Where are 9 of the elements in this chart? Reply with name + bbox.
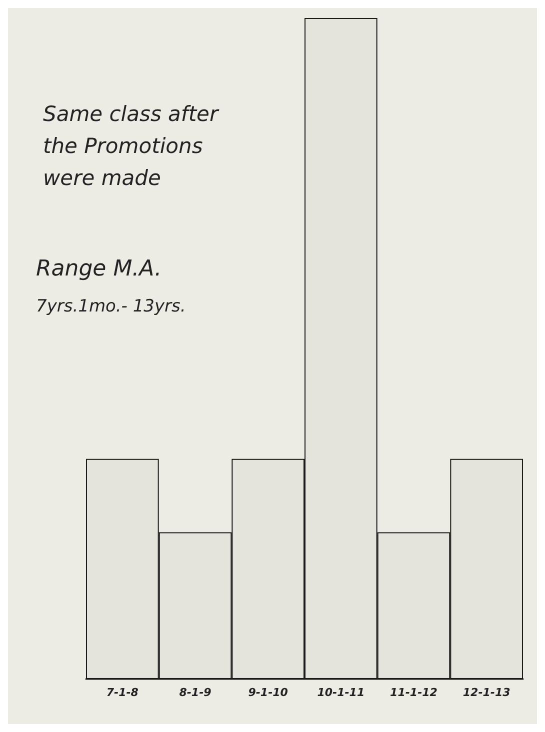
text: Same class after the Promotions were made: [43, 102, 225, 190]
x-tick-label: 10-1-11: [317, 686, 365, 699]
x-tick-label: 8-1-9: [179, 686, 212, 699]
annotation: Range M.A.: [36, 256, 162, 282]
annotation: 7yrs.1mo.- 13yrs.: [36, 296, 186, 316]
x-tick-label: 7-1-8: [106, 686, 139, 699]
x-tick-label: 12-1-13: [462, 686, 511, 699]
x-tick-label: 9-1-10: [248, 686, 288, 699]
x-tick-label: 11-1-12: [390, 686, 438, 699]
